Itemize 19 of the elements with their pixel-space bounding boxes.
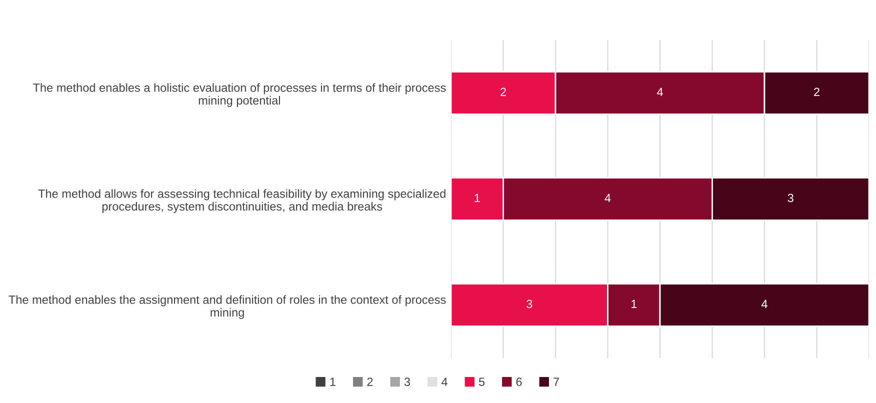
legend-label: 2 <box>367 378 373 386</box>
legend-label: 5 <box>478 378 485 386</box>
legend-label: 1 <box>330 378 336 386</box>
legend-label: 7 <box>554 378 559 386</box>
data-label: 2 <box>500 88 506 96</box>
y-tick-label: The method enables the assignment and definition of roles in the context of process mining <box>8 295 446 319</box>
data-label: 4 <box>604 194 611 202</box>
data-label: 2 <box>814 88 820 96</box>
data-label: 3 <box>526 300 532 308</box>
data-label: 1 <box>474 194 480 202</box>
legend-label: 3 <box>404 378 410 386</box>
data-label: 1 <box>631 300 637 308</box>
data-label: 3 <box>788 194 794 202</box>
legend-label: 4 <box>441 378 448 386</box>
legend-label: 6 <box>516 378 522 386</box>
y-tick-label: The method allows for assessing technical feasibility by examining specialized procedures, system discontinuities, and media breaks <box>38 189 446 213</box>
y-tick-label: The method enables a holistic evaluation of processes in terms of their process mining potential <box>33 83 446 107</box>
data-label: 4 <box>656 88 663 96</box>
data-label: 4 <box>761 300 768 308</box>
